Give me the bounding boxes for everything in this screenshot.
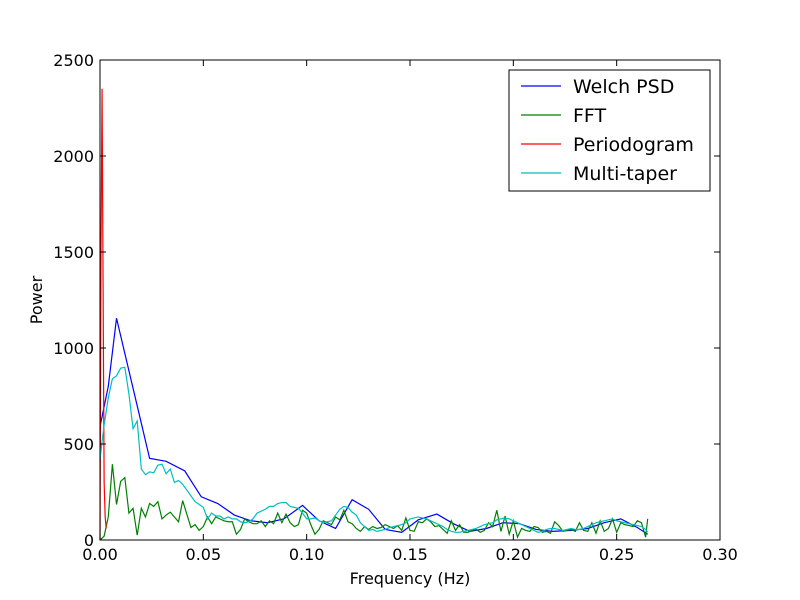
- series-layer: [99, 88, 649, 541]
- legend-label-welch-psd: Welch PSD: [573, 76, 674, 98]
- legend-frame: [508, 69, 711, 192]
- y-tick-label: 0: [84, 531, 94, 550]
- series-line-welch-psd: [99, 318, 648, 535]
- y-tick-label: 2500: [53, 51, 94, 70]
- series-line-multi-taper: [99, 366, 649, 533]
- y-tick-label: 2000: [53, 147, 94, 166]
- legend-label-periodogram: Periodogram: [573, 134, 694, 156]
- legend: Welch PSD FFT Periodogram Multi-taper: [508, 69, 711, 192]
- legend-label-fft: FFT: [573, 105, 607, 127]
- plot-frame: [99, 59, 721, 541]
- y-axis-label: Power: [27, 275, 46, 324]
- x-axis-label: Frequency (Hz): [350, 569, 471, 588]
- y-tick-label: 1500: [53, 243, 94, 262]
- series-line-periodogram: [99, 88, 107, 541]
- x-tick-label: 0.15: [392, 545, 428, 564]
- x-tick-label: 0.05: [186, 545, 222, 564]
- ticks-layer: 0.00 0.05 0.10 0.15 0.20 0.25 0.30 0 500 1000 1500…: [53, 51, 738, 564]
- x-tick-label: 0.25: [599, 545, 635, 564]
- x-tick-label: 0.30: [702, 545, 738, 564]
- x-tick-label: 0.00: [82, 545, 118, 564]
- legend-label-multi-taper: Multi-taper: [573, 163, 677, 185]
- x-tick-label: 0.20: [496, 545, 532, 564]
- series-line-fft: [99, 464, 649, 541]
- y-tick-label: 500: [63, 435, 94, 454]
- y-tick-label: 1000: [53, 339, 94, 358]
- x-tick-label: 0.10: [289, 545, 325, 564]
